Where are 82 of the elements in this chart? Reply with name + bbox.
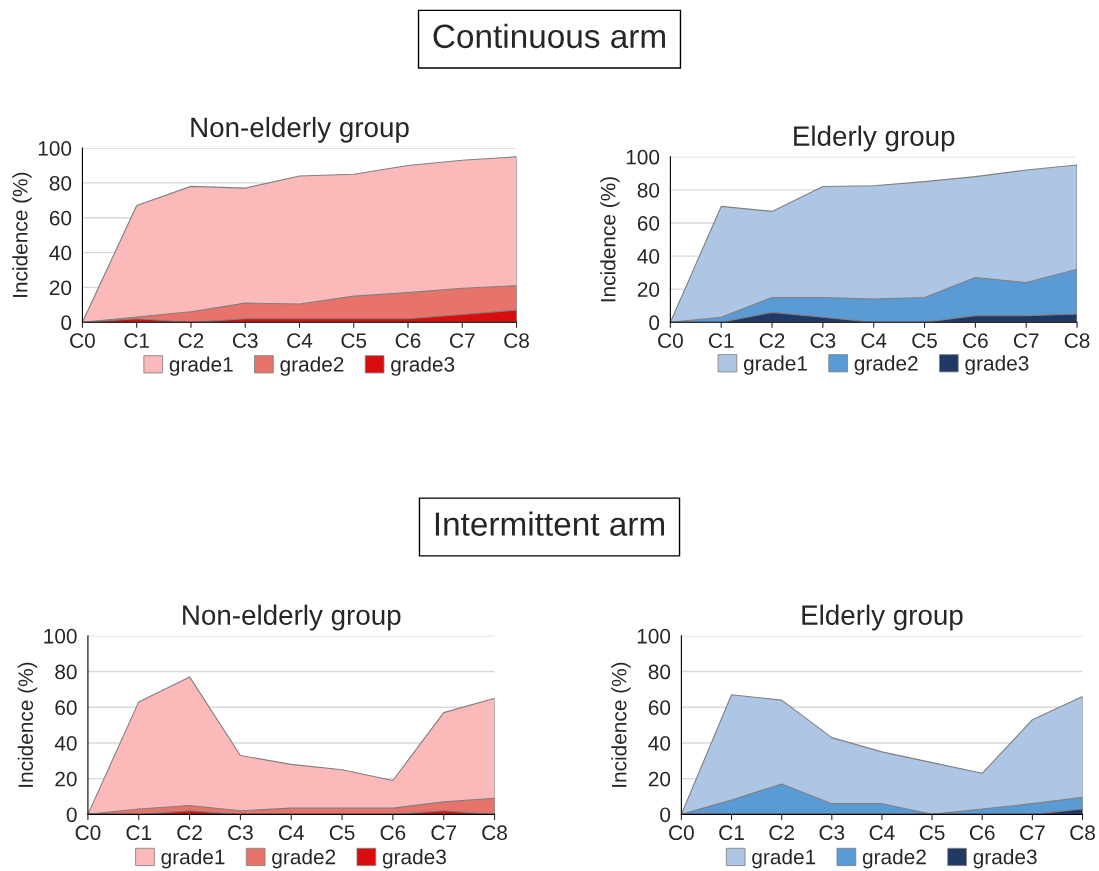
- x-tick-label: C8: [482, 825, 507, 841]
- legend-label: grade2: [280, 356, 344, 376]
- legend-label: grade3: [382, 849, 446, 869]
- x-tick-label: C5: [329, 825, 355, 841]
- legend-label: grade1: [752, 849, 816, 869]
- x-tick-label: C5: [341, 333, 367, 348]
- text: Intermittent arm: [435, 511, 665, 536]
- y-tick-label: 40: [637, 249, 660, 264]
- x-tick-label: C6: [395, 333, 421, 348]
- legend-label: grade3: [965, 355, 1029, 375]
- x-tick-label: C0: [70, 333, 95, 348]
- y-tick-label: 100: [38, 141, 72, 156]
- x-tick-label: C8: [1070, 825, 1095, 841]
- x-tick-label: C7: [431, 825, 456, 841]
- y-tick-label: 0: [61, 315, 72, 331]
- x-tick-label: C2: [769, 825, 794, 841]
- legend-label: grade2: [854, 355, 918, 375]
- x-tick-label: C3: [810, 333, 836, 348]
- x-tick-label: C7: [450, 333, 475, 348]
- x-tick-label: C6: [963, 333, 988, 348]
- chart-title: Non-elderly group: [183, 604, 401, 631]
- x-tick-label: C7: [1020, 825, 1045, 841]
- y-tick-label: 100: [637, 628, 671, 644]
- y-tick-label: 40: [49, 245, 72, 261]
- x-tick-label: C2: [759, 333, 785, 348]
- x-tick-label: C3: [232, 333, 258, 348]
- chart-title: Elderly group: [794, 125, 955, 152]
- y-tick-label: 20: [637, 282, 660, 297]
- y-tick-label: 0: [66, 807, 77, 823]
- x-tick-label: C3: [819, 825, 845, 841]
- x-tick-label: C2: [178, 333, 204, 348]
- y-tick-label: 20: [55, 771, 77, 787]
- x-tick-label: C8: [1064, 333, 1090, 348]
- y-tick-label: 80: [637, 182, 660, 198]
- x-tick-label: C0: [75, 825, 101, 841]
- x-tick-label: C1: [126, 825, 152, 841]
- x-tick-label: C4: [278, 825, 304, 841]
- x-tick-label: C6: [969, 825, 995, 841]
- x-tick-label: C5: [919, 825, 945, 841]
- y-tick-label: 0: [649, 315, 660, 331]
- y-tick-label: 40: [54, 735, 77, 751]
- y-tick-label: 0: [660, 807, 671, 823]
- x-tick-label: C5: [912, 333, 937, 348]
- y-axis-title: Incidence (%): [12, 172, 32, 297]
- y-tick-label: 60: [648, 700, 671, 716]
- legend-label: grade1: [169, 356, 233, 376]
- chart-title: Elderly group: [802, 604, 963, 631]
- text: Continuous arm: [433, 23, 665, 49]
- y-tick-label: 100: [626, 149, 660, 165]
- y-tick-label: 80: [55, 664, 77, 680]
- y-axis-title: Incidence (%): [611, 662, 631, 787]
- x-tick-label: C2: [177, 825, 202, 841]
- x-tick-label: C1: [124, 333, 149, 348]
- legend-label: grade3: [973, 849, 1037, 869]
- y-tick-label: 20: [648, 771, 671, 787]
- x-tick-label: C4: [861, 333, 887, 348]
- x-tick-label: C0: [658, 333, 683, 348]
- legend-label: grade2: [272, 849, 336, 869]
- x-tick-label: C1: [719, 825, 744, 841]
- x-tick-label: C7: [1013, 333, 1039, 348]
- y-tick-label: 60: [637, 215, 660, 231]
- chart-title: Non-elderly group: [191, 116, 409, 143]
- x-tick-label: C4: [287, 333, 313, 348]
- y-tick-label: 20: [49, 280, 72, 296]
- y-tick-label: 60: [55, 700, 77, 716]
- x-tick-label: C6: [380, 825, 406, 841]
- legend-label: grade1: [743, 355, 807, 375]
- y-tick-label: 80: [648, 664, 671, 680]
- y-tick-label: 60: [49, 210, 72, 226]
- legend-label: grade1: [161, 849, 225, 869]
- legend-label: grade2: [862, 849, 926, 869]
- x-tick-label: C8: [504, 333, 529, 348]
- x-tick-label: C0: [669, 825, 694, 841]
- y-axis-title: Incidence (%): [600, 177, 620, 302]
- x-tick-label: C3: [228, 825, 253, 841]
- y-tick-label: 100: [44, 628, 77, 644]
- x-tick-label: C1: [708, 333, 734, 348]
- y-tick-label: 40: [648, 735, 671, 751]
- legend-label: grade3: [391, 356, 455, 376]
- y-tick-label: 80: [49, 175, 72, 191]
- y-axis-title: Incidence (%): [17, 662, 38, 787]
- x-tick-label: C4: [869, 825, 895, 841]
